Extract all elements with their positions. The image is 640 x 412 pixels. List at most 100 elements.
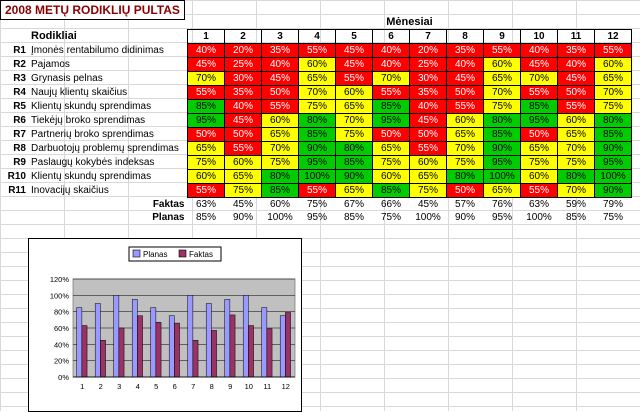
value-cell[interactable]: 50% xyxy=(261,85,299,100)
value-cell[interactable]: 35% xyxy=(446,43,484,58)
value-cell[interactable]: 35% xyxy=(261,43,299,58)
value-cell[interactable]: 65% xyxy=(446,127,484,142)
value-cell[interactable]: 85% xyxy=(187,99,225,114)
value-cell[interactable]: 55% xyxy=(557,99,595,114)
value-cell[interactable]: 80% xyxy=(298,113,336,128)
value-cell[interactable]: 60% xyxy=(594,57,632,72)
value-cell[interactable]: 65% xyxy=(483,183,521,198)
value-cell[interactable]: 35% xyxy=(224,85,262,100)
summary-value[interactable]: 67% xyxy=(343,199,364,210)
summary-value[interactable]: 63% xyxy=(195,199,216,210)
summary-value[interactable]: 45% xyxy=(232,199,253,210)
value-cell[interactable]: 90% xyxy=(594,141,632,156)
summary-value[interactable]: 66% xyxy=(380,199,401,210)
value-cell[interactable]: 85% xyxy=(335,155,373,170)
summary-value[interactable]: 90% xyxy=(232,212,253,223)
value-cell[interactable]: 95% xyxy=(483,155,521,170)
value-cell[interactable]: 60% xyxy=(298,57,336,72)
value-cell[interactable]: 70% xyxy=(446,141,484,156)
value-cell[interactable]: 95% xyxy=(187,113,225,128)
value-cell[interactable]: 85% xyxy=(372,183,410,198)
value-cell[interactable]: 20% xyxy=(409,43,447,58)
value-cell[interactable]: 75% xyxy=(298,99,336,114)
value-cell[interactable]: 100% xyxy=(594,169,632,184)
value-cell[interactable]: 55% xyxy=(298,43,336,58)
summary-value[interactable]: 100% xyxy=(526,212,552,223)
value-cell[interactable]: 75% xyxy=(409,183,447,198)
value-cell[interactable]: 55% xyxy=(520,85,558,100)
value-cell[interactable]: 45% xyxy=(187,57,225,72)
value-cell[interactable]: 70% xyxy=(372,71,410,86)
value-cell[interactable]: 60% xyxy=(520,169,558,184)
value-cell[interactable]: 75% xyxy=(520,155,558,170)
value-cell[interactable]: 45% xyxy=(409,113,447,128)
value-cell[interactable]: 55% xyxy=(335,71,373,86)
value-cell[interactable]: 100% xyxy=(298,169,336,184)
value-cell[interactable]: 65% xyxy=(557,127,595,142)
value-cell[interactable]: 70% xyxy=(187,71,225,86)
summary-value[interactable]: 95% xyxy=(306,212,327,223)
value-cell[interactable]: 40% xyxy=(520,43,558,58)
value-cell[interactable]: 85% xyxy=(372,99,410,114)
summary-value[interactable]: 60% xyxy=(269,199,290,210)
value-cell[interactable]: 25% xyxy=(409,57,447,72)
value-cell[interactable]: 60% xyxy=(187,169,225,184)
value-cell[interactable]: 45% xyxy=(557,71,595,86)
value-cell[interactable]: 35% xyxy=(409,85,447,100)
value-cell[interactable]: 50% xyxy=(372,127,410,142)
value-cell[interactable]: 55% xyxy=(224,141,262,156)
value-cell[interactable]: 30% xyxy=(224,71,262,86)
summary-value[interactable]: 85% xyxy=(343,212,364,223)
value-cell[interactable]: 50% xyxy=(187,127,225,142)
value-cell[interactable]: 55% xyxy=(446,99,484,114)
value-cell[interactable]: 40% xyxy=(224,99,262,114)
value-cell[interactable]: 80% xyxy=(335,141,373,156)
summary-value[interactable]: 75% xyxy=(306,199,327,210)
value-cell[interactable]: 80% xyxy=(483,113,521,128)
value-cell[interactable]: 85% xyxy=(298,127,336,142)
value-cell[interactable]: 50% xyxy=(557,85,595,100)
value-cell[interactable]: 60% xyxy=(409,155,447,170)
value-cell[interactable]: 75% xyxy=(483,99,521,114)
value-cell[interactable]: 55% xyxy=(594,43,632,58)
value-cell[interactable]: 70% xyxy=(483,85,521,100)
value-cell[interactable]: 30% xyxy=(409,71,447,86)
value-cell[interactable]: 60% xyxy=(557,113,595,128)
value-cell[interactable]: 45% xyxy=(335,43,373,58)
value-cell[interactable]: 70% xyxy=(594,85,632,100)
summary-value[interactable]: 63% xyxy=(528,199,549,210)
value-cell[interactable]: 80% xyxy=(261,169,299,184)
value-cell[interactable]: 90% xyxy=(483,141,521,156)
value-cell[interactable]: 65% xyxy=(594,71,632,86)
value-cell[interactable]: 25% xyxy=(224,57,262,72)
value-cell[interactable]: 35% xyxy=(557,43,595,58)
value-cell[interactable]: 70% xyxy=(335,113,373,128)
value-cell[interactable]: 60% xyxy=(446,113,484,128)
value-cell[interactable]: 40% xyxy=(557,57,595,72)
value-cell[interactable]: 60% xyxy=(372,169,410,184)
value-cell[interactable]: 90% xyxy=(335,169,373,184)
summary-value[interactable]: 75% xyxy=(380,212,401,223)
summary-value[interactable]: 45% xyxy=(417,199,438,210)
value-cell[interactable]: 65% xyxy=(520,141,558,156)
value-cell[interactable]: 100% xyxy=(483,169,521,184)
value-cell[interactable]: 65% xyxy=(187,141,225,156)
value-cell[interactable]: 40% xyxy=(261,57,299,72)
value-cell[interactable]: 85% xyxy=(483,127,521,142)
value-cell[interactable]: 20% xyxy=(224,43,262,58)
value-cell[interactable]: 55% xyxy=(298,183,336,198)
summary-value[interactable]: 90% xyxy=(454,212,475,223)
value-cell[interactable]: 65% xyxy=(483,71,521,86)
summary-value[interactable]: 100% xyxy=(267,212,293,223)
summary-value[interactable]: 95% xyxy=(491,212,512,223)
value-cell[interactable]: 40% xyxy=(372,57,410,72)
value-cell[interactable]: 85% xyxy=(594,127,632,142)
value-cell[interactable]: 55% xyxy=(261,99,299,114)
value-cell[interactable]: 80% xyxy=(446,169,484,184)
summary-value[interactable]: 75% xyxy=(602,212,623,223)
value-cell[interactable]: 70% xyxy=(557,141,595,156)
value-cell[interactable]: 95% xyxy=(298,155,336,170)
value-cell[interactable]: 50% xyxy=(409,127,447,142)
value-cell[interactable]: 70% xyxy=(261,141,299,156)
value-cell[interactable]: 45% xyxy=(446,71,484,86)
